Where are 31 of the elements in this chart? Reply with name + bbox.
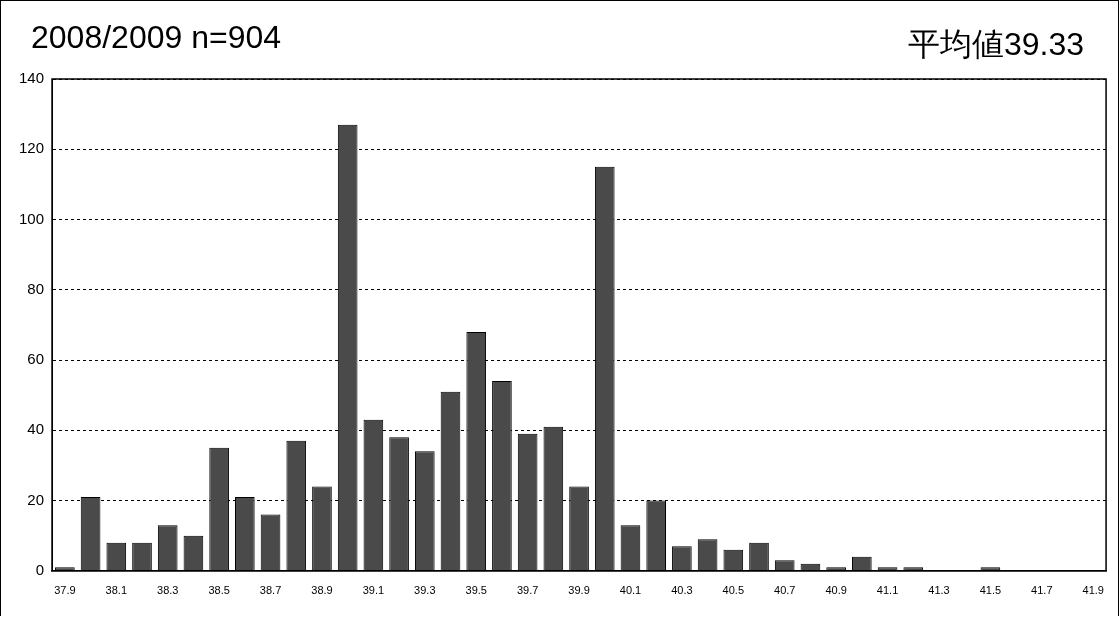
x-tick-label: 37.9 — [54, 584, 76, 597]
x-tick-label: 39.1 — [362, 584, 385, 597]
x-tick-label: 40.7 — [774, 584, 796, 597]
x-tick-label: 38.3 — [157, 584, 179, 597]
x-tick-label: 38.7 — [259, 584, 282, 597]
y-tick-label: 140 — [19, 69, 45, 87]
y-tick-label: 100 — [19, 209, 45, 227]
x-tick-label: 39.7 — [516, 584, 539, 597]
y-tick-label: 80 — [27, 279, 45, 297]
y-tick-label: 120 — [19, 139, 45, 157]
x-tick-label: 38.9 — [311, 584, 333, 597]
x-tick-label: 40.1 — [619, 584, 642, 597]
x-tick-label: 38.1 — [105, 584, 128, 597]
x-tick-label: 39.3 — [414, 584, 436, 597]
text: 平均値39.33 — [907, 25, 1084, 64]
x-tick-label: 41.3 — [928, 584, 950, 597]
x-tick-label: 41.1 — [876, 584, 899, 597]
x-tick-label: 40.5 — [722, 584, 745, 597]
x-tick-label: 40.9 — [825, 584, 847, 597]
y-tick-label: 60 — [27, 350, 45, 368]
x-tick-label: 40.3 — [671, 584, 693, 597]
y-tick-label: 20 — [27, 490, 45, 508]
x-tick-label: 41.5 — [979, 584, 1002, 597]
y-tick-label: 40 — [27, 420, 45, 438]
x-tick-label: 39.5 — [465, 584, 487, 597]
x-tick-label: 38.5 — [208, 584, 230, 597]
y-tick-label: 0 — [35, 560, 45, 578]
chart-title: 2008/2009 n=904 — [31, 19, 282, 56]
x-tick-label: 41.9 — [1082, 584, 1104, 597]
x-tick-label: 39.9 — [568, 584, 590, 597]
x-tick-label: 41.7 — [1031, 584, 1053, 597]
